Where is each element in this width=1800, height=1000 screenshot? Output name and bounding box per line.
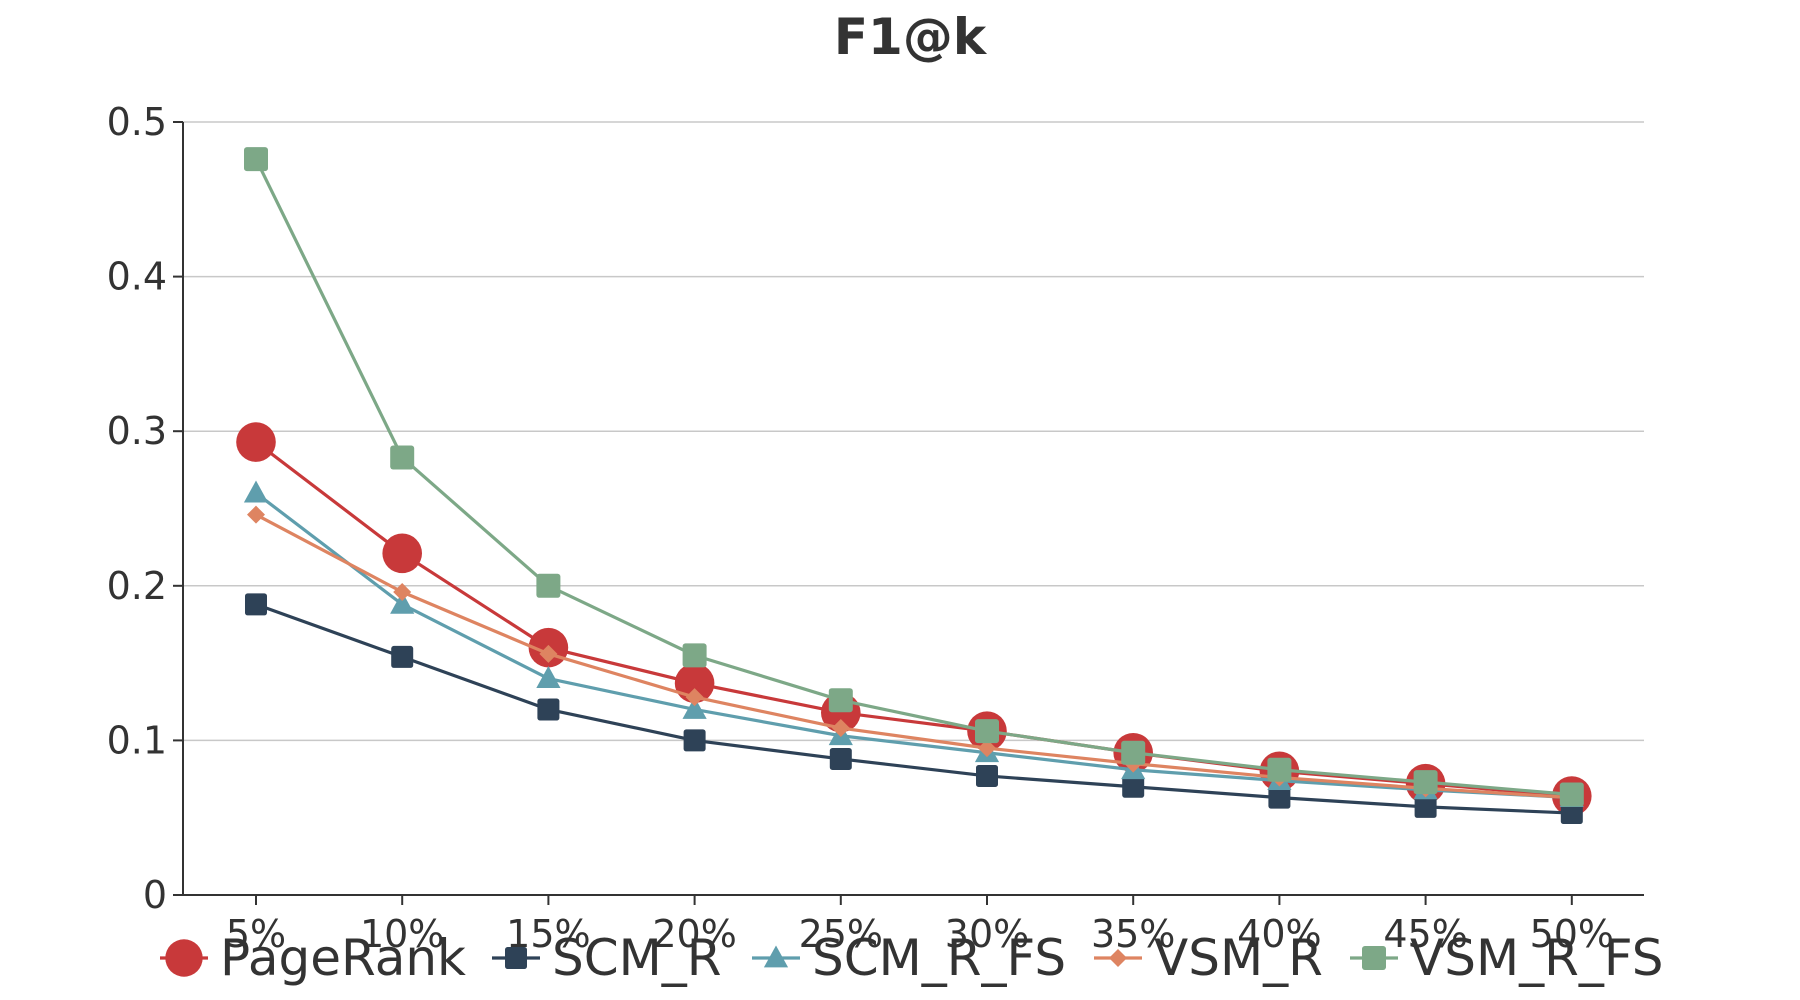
data-point xyxy=(1413,770,1438,795)
series-line xyxy=(255,513,1572,800)
legend-label: SCM_R_FS xyxy=(812,929,1066,987)
x-tick-label: 10% xyxy=(360,912,444,956)
legend-label: PageRank xyxy=(220,929,466,987)
legend-swatch-marker xyxy=(165,939,203,977)
y-tick-label: 0.2 xyxy=(107,564,167,608)
data-point xyxy=(1559,782,1584,807)
data-point xyxy=(245,593,267,616)
series-scm-r xyxy=(245,593,1583,825)
legend-item-pagerank: PageRank xyxy=(160,929,466,987)
data-point xyxy=(536,573,561,598)
series-lines xyxy=(236,147,1592,825)
y-tick-label: 0.4 xyxy=(107,255,167,299)
legend-item-scm-r: SCM_R xyxy=(492,929,722,987)
x-tick-label: 40% xyxy=(1237,912,1321,956)
legend-label: SCM_R xyxy=(552,929,722,987)
y-tick-label: 0.1 xyxy=(107,718,167,762)
legend: PageRank SCM_R SCM_R_FS VSM_R VSM_R_FS xyxy=(160,929,1663,987)
data-point xyxy=(1268,786,1291,809)
series-pagerank xyxy=(236,422,1592,816)
x-tick-label: 25% xyxy=(799,912,883,956)
legend-label: VSM_R xyxy=(1154,929,1323,987)
legend-swatch-marker xyxy=(763,945,789,968)
legend-label: VSM_R_FS xyxy=(1410,929,1663,987)
data-point xyxy=(236,422,276,462)
data-point xyxy=(1560,802,1583,825)
data-point xyxy=(831,719,850,738)
legend-swatch-marker xyxy=(1109,949,1127,967)
y-tick-label: 0 xyxy=(143,873,167,917)
legend-swatch-marker xyxy=(1362,946,1386,970)
data-point xyxy=(393,582,412,601)
data-point xyxy=(976,764,998,787)
data-point xyxy=(1122,775,1145,798)
data-point xyxy=(537,698,560,721)
y-tick-label: 0.3 xyxy=(107,409,167,453)
chart-title: F1@k xyxy=(834,8,988,66)
series-scm-r-fs xyxy=(243,480,1584,808)
x-tick-label: 50% xyxy=(1530,912,1614,956)
data-point xyxy=(247,505,265,524)
x-tick-label: 5% xyxy=(226,912,286,956)
data-point xyxy=(391,645,414,668)
data-point xyxy=(1414,795,1437,818)
data-point xyxy=(682,643,707,668)
y-tick-label: 0.5 xyxy=(107,100,167,144)
legend-swatch-marker xyxy=(505,947,527,969)
x-tick-label: 20% xyxy=(652,912,736,956)
series-vsm-r xyxy=(247,505,1581,807)
data-point xyxy=(1267,757,1292,782)
series-vsm-r-fs xyxy=(244,147,1584,807)
series-line xyxy=(254,158,1572,797)
data-point xyxy=(1121,740,1146,765)
gridlines xyxy=(183,121,1644,742)
legend-item-vsm-r-fs: VSM_R_FS xyxy=(1350,929,1663,987)
data-point xyxy=(536,666,561,688)
data-point xyxy=(978,739,996,758)
legend-item-scm-r-fs: SCM_R_FS xyxy=(752,929,1066,987)
data-point xyxy=(685,688,704,707)
data-point xyxy=(382,533,423,574)
series-line xyxy=(255,602,1572,815)
data-point xyxy=(828,688,853,713)
x-tick-label: 35% xyxy=(1091,912,1175,956)
data-point xyxy=(539,644,558,663)
series-line xyxy=(255,491,1572,800)
data-point xyxy=(829,747,852,770)
data-point xyxy=(390,445,415,470)
data-point xyxy=(244,147,268,172)
axes: 00.10.20.30.40.55% 10% 15% 20% 25% 30% 35% 40% 4… xyxy=(107,100,1644,956)
data-point xyxy=(243,480,269,503)
x-tick-label: 30% xyxy=(945,912,1029,956)
legend-item-vsm-r: VSM_R xyxy=(1094,929,1323,987)
data-point xyxy=(975,719,999,744)
data-point xyxy=(683,729,706,752)
data-point xyxy=(390,591,415,614)
x-tick-label: 45% xyxy=(1383,912,1467,956)
data-point xyxy=(682,696,707,719)
